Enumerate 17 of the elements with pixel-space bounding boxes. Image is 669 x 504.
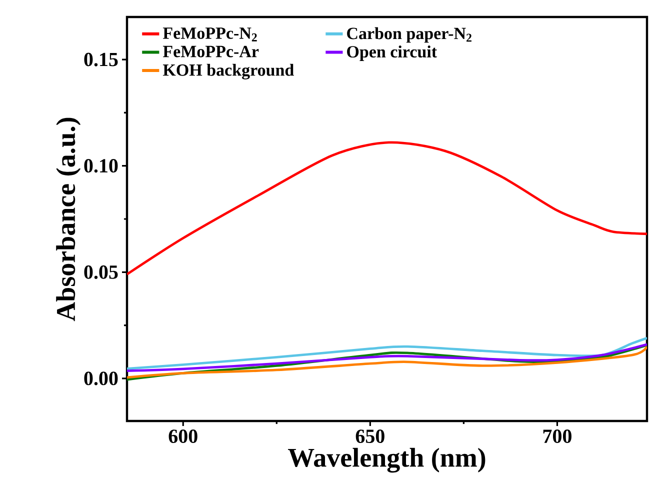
legend-label: Carbon paper-N$_{2}$ — [347, 27, 472, 43]
legend-label: FeMoPPc-N$_{2}$ — [162, 28, 257, 42]
y-tick-label: 0.10 — [84, 159, 118, 173]
y-tick-label: 0.15 — [84, 52, 118, 66]
x-tick-label: 700 — [543, 430, 572, 444]
x-tick-label: 600 — [168, 430, 198, 444]
x-axis-title: Wavelength (nm) — [288, 448, 486, 473]
y-axis-title: Absorbance (a.u.) — [56, 118, 81, 322]
y-tick-label: 0.05 — [84, 265, 118, 279]
line-series — [127, 336, 647, 370]
x-tick-label: 650 — [356, 430, 384, 444]
legend-label: KOH background — [162, 64, 294, 80]
legend-label: FeMoPPc-Ar — [162, 46, 259, 58]
y-tick-label: 0.00 — [84, 372, 118, 386]
legend-label: Open circuit — [347, 46, 437, 61]
line-series — [127, 141, 647, 276]
line-series — [127, 343, 647, 372]
